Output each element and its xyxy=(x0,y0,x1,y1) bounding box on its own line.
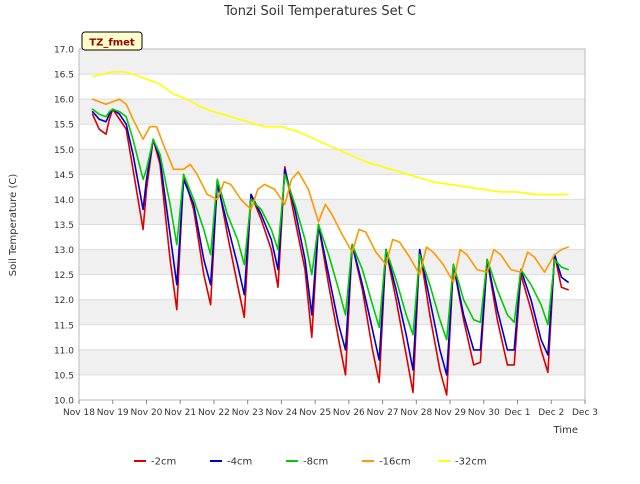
y-tick-label: 13.0 xyxy=(54,246,74,256)
y-tick-label: 13.5 xyxy=(54,221,74,231)
series-line-16cm xyxy=(91,98,569,284)
y-tick-label: 10.5 xyxy=(54,371,74,381)
grid-band xyxy=(79,49,585,75)
x-tick-label: Nov 19 xyxy=(97,408,129,418)
badge: TZ_fmet xyxy=(81,31,143,51)
legend-label: -32cm xyxy=(455,457,487,468)
x-tick-label: Nov 18 xyxy=(63,408,95,418)
y-tick-label: 12.5 xyxy=(54,271,74,281)
x-tick-label: Dec 3 xyxy=(572,408,598,418)
y-tick-label: 15.0 xyxy=(54,146,74,156)
y-axis-label: Soil Temperature (C) xyxy=(8,174,19,277)
series-line-8cm xyxy=(91,108,569,341)
legend-label: -4cm xyxy=(227,457,252,468)
badge-box xyxy=(81,31,143,51)
y-tick-label: 12.0 xyxy=(54,296,74,306)
x-tick-label: Nov 21 xyxy=(164,408,196,418)
y-tick-label: 16.5 xyxy=(54,71,74,81)
y-tick-label: 15.5 xyxy=(54,121,74,131)
y-tick-label: 11.5 xyxy=(54,321,74,331)
series-line-32cm xyxy=(91,70,569,196)
x-tick-label: Nov 27 xyxy=(367,408,399,418)
x-tick-label: Nov 28 xyxy=(400,408,432,418)
x-tick-label: Nov 30 xyxy=(468,408,500,418)
y-tick-label: 14.0 xyxy=(54,196,74,206)
legend-label: -2cm xyxy=(151,457,176,468)
x-tick-label: Nov 25 xyxy=(299,408,331,418)
x-tick-label: Nov 24 xyxy=(265,408,297,418)
y-tick-label: 14.5 xyxy=(54,171,74,181)
y-tick-label: 17.0 xyxy=(54,46,74,56)
x-tick-label: Nov 23 xyxy=(232,408,264,418)
grid-band xyxy=(79,249,585,275)
y-axis: 10.0 10.5 11.0 11.5 12.0 12.5 13.0 13.5 14.0 14.5… xyxy=(54,46,74,407)
grid-band xyxy=(79,199,585,225)
y-tick-label: 16.0 xyxy=(54,96,74,106)
grid-band xyxy=(79,99,585,125)
badge-label: TZ_fmet xyxy=(89,38,135,49)
y-tick-label: 10.0 xyxy=(54,397,74,407)
legend: -2cm -4cm -8cm -16cm -32cm xyxy=(134,457,487,468)
x-tick-label: Nov 20 xyxy=(131,408,163,418)
series-layer xyxy=(91,70,569,396)
plot-frame xyxy=(78,48,586,401)
chart-title: Tonzi Soil Temperatures Set C xyxy=(223,4,416,19)
x-tick-label: Nov 29 xyxy=(434,408,466,418)
x-axis: Nov 18 Nov 19 Nov 20 Nov 21 Nov 22 Nov 23 Nov … xyxy=(63,400,598,418)
legend-label: -8cm xyxy=(303,457,328,468)
x-tick-label: Dec 2 xyxy=(538,408,564,418)
x-tick-label: Nov 26 xyxy=(333,408,365,418)
grid-band xyxy=(79,349,585,375)
x-tick-label: Dec 1 xyxy=(505,408,531,418)
y-tick-label: 11.0 xyxy=(54,346,74,356)
legend-label: -16cm xyxy=(379,457,411,468)
grid-band xyxy=(79,149,585,175)
x-tick-label: Nov 22 xyxy=(198,408,230,418)
x-axis-label: Time xyxy=(553,425,578,436)
